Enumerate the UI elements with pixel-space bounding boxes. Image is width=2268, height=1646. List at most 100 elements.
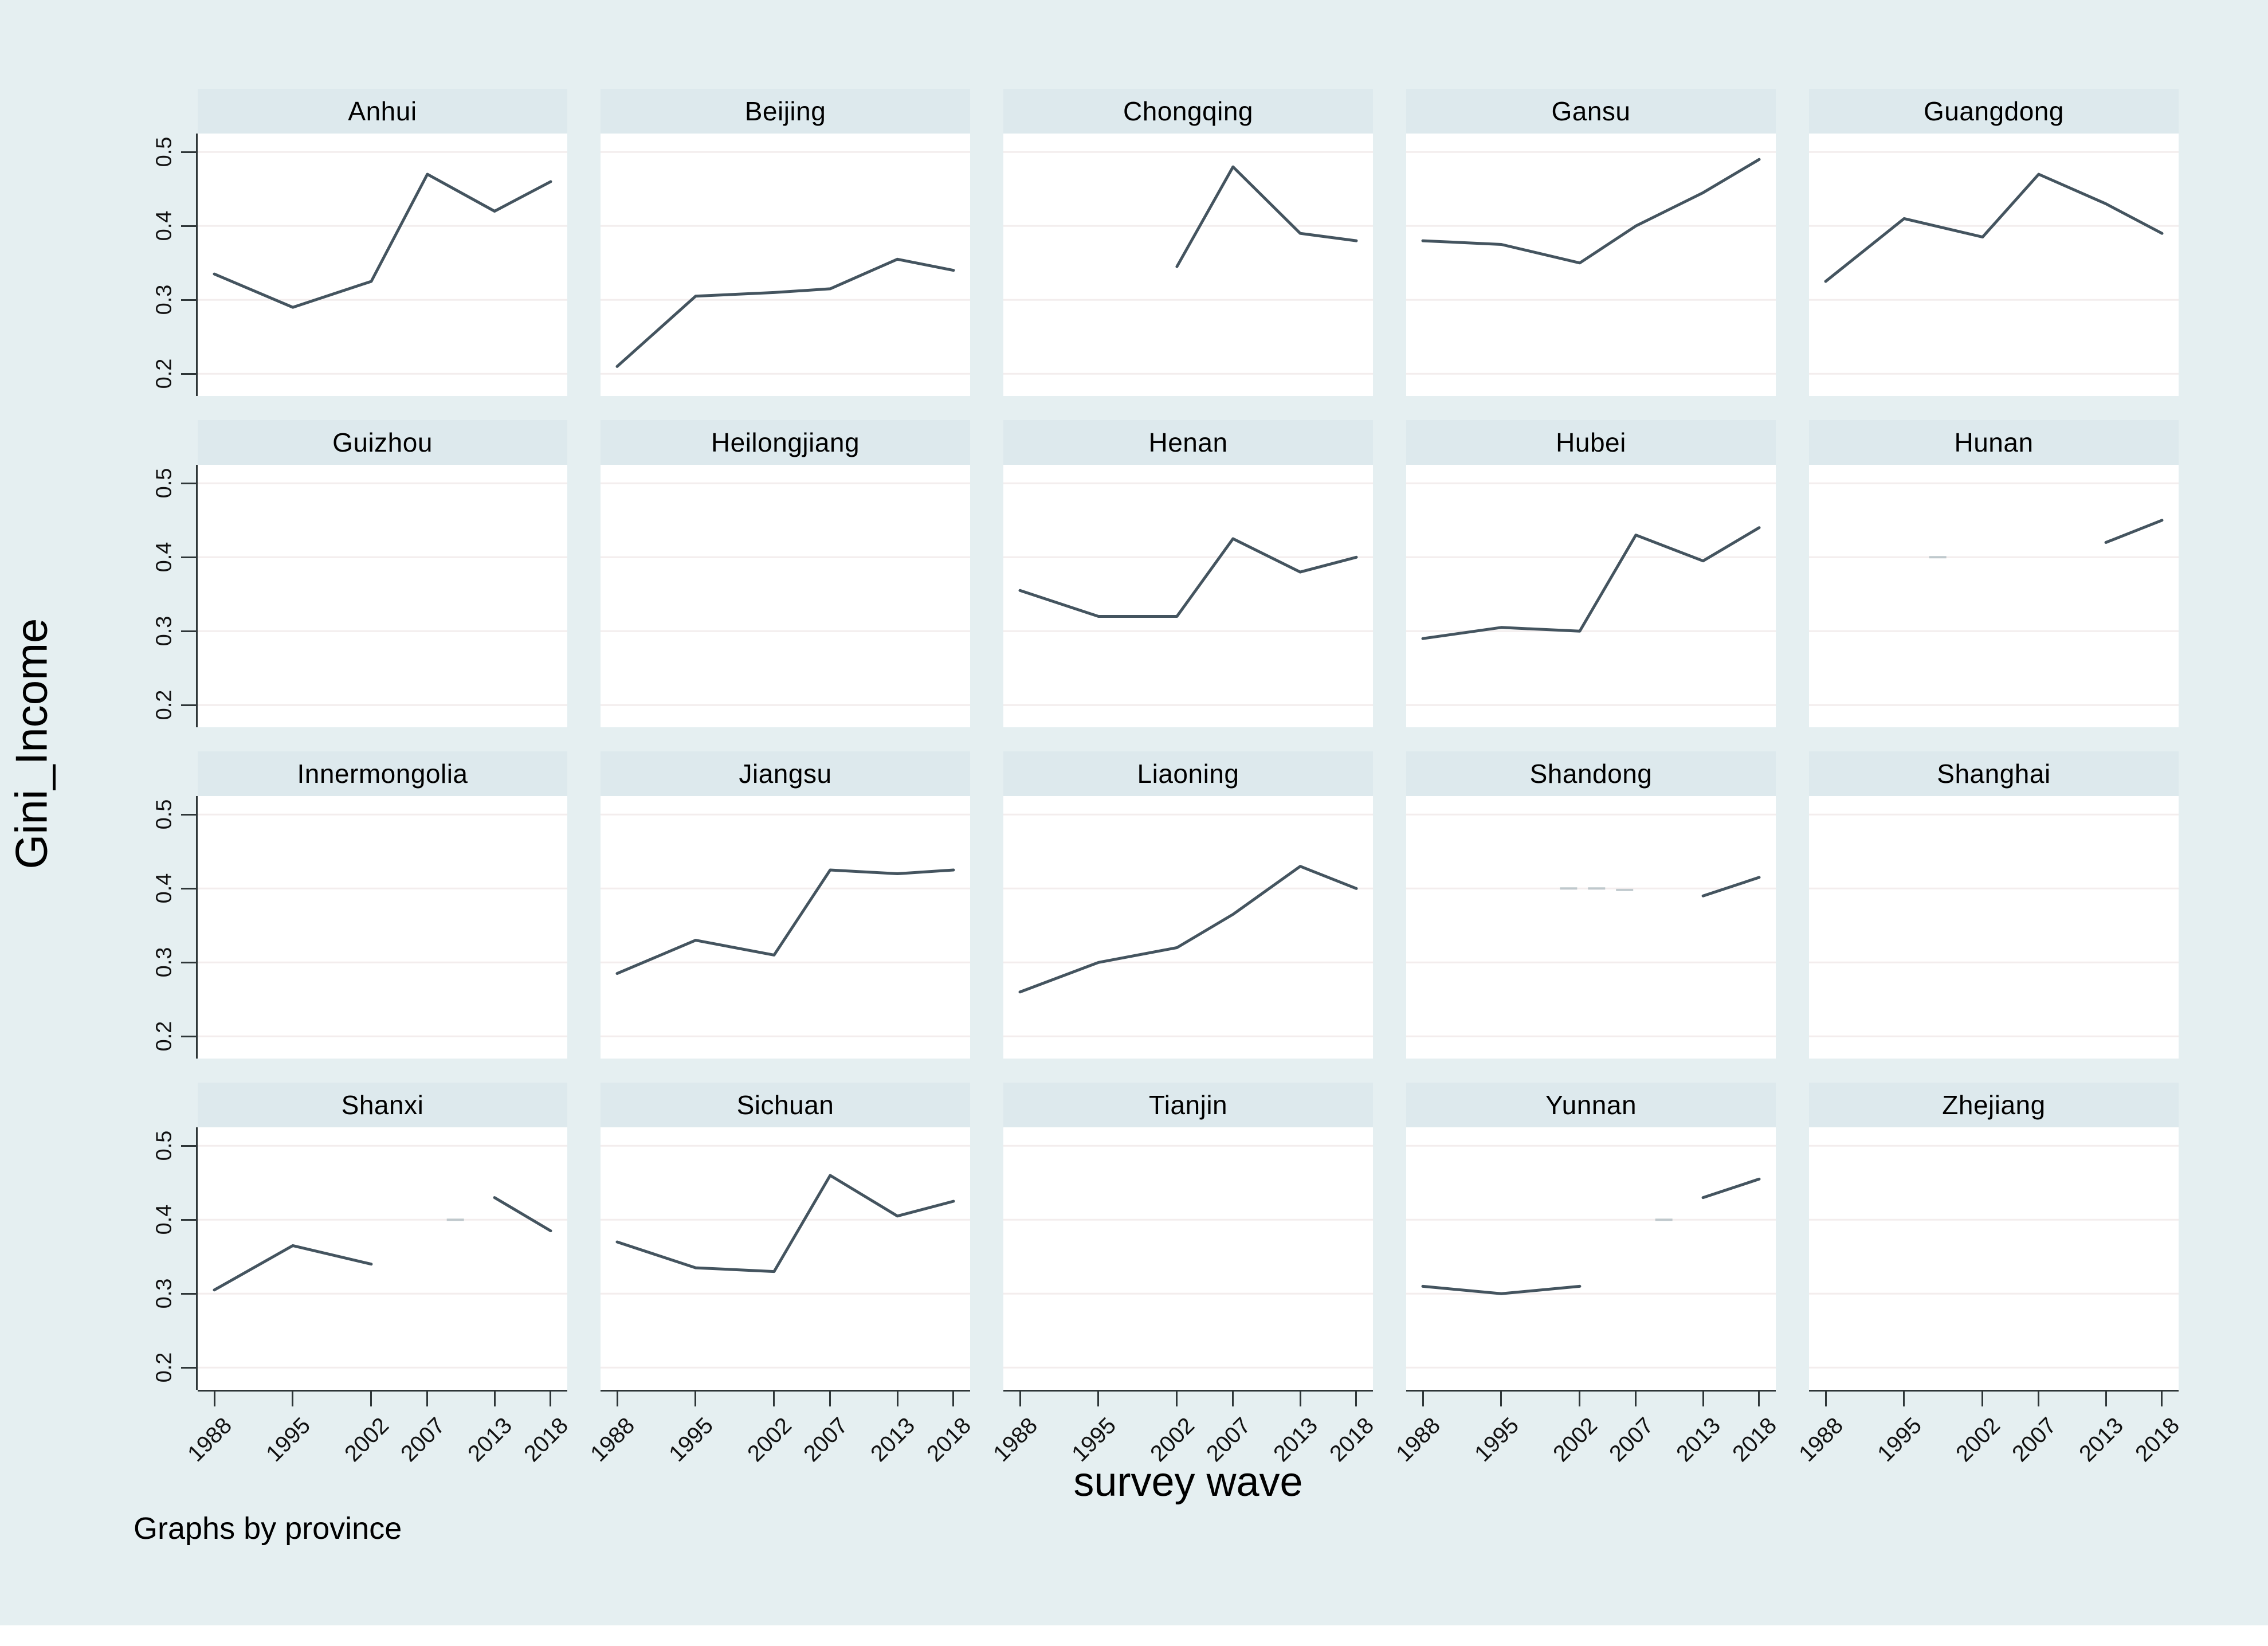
x-tick — [1232, 1392, 1234, 1406]
y-tick-label: 0.5 — [152, 799, 176, 830]
x-tick — [1579, 1392, 1581, 1406]
x-tick — [1097, 1392, 1100, 1406]
y-tick-label: 0.4 — [152, 873, 176, 904]
y-tick-label: 0.3 — [152, 284, 176, 315]
x-tick — [1981, 1392, 1984, 1406]
x-tick — [370, 1392, 372, 1406]
panel-header-yunnan: Yunnan — [1406, 1083, 1776, 1127]
y-tick — [181, 630, 196, 632]
series-line — [1824, 173, 2164, 283]
y-tick-label: 0.4 — [152, 542, 176, 573]
x-tick — [1355, 1392, 1357, 1406]
y-tick-label: 0.4 — [152, 1204, 176, 1235]
x-tick — [493, 1392, 496, 1406]
panel-title: Guizhou — [332, 428, 433, 457]
y-tick-label: 0.5 — [152, 1130, 176, 1161]
panel-title: Heilongjiang — [711, 428, 860, 457]
panel-header-sichuan: Sichuan — [601, 1083, 970, 1127]
series-line — [213, 1244, 373, 1292]
panel-header-guangdong: Guangdong — [1809, 89, 2179, 134]
y-tick-label: 0.5 — [152, 136, 176, 167]
plot-canvas — [601, 482, 970, 706]
y-tick-label: 0.2 — [152, 689, 176, 720]
x-tick — [829, 1392, 831, 1406]
plot-canvas — [1003, 482, 1373, 706]
y-axis-line — [196, 1127, 198, 1390]
x-tick — [1702, 1392, 1704, 1406]
plot-canvas — [1406, 151, 1776, 375]
series-line — [1421, 526, 1761, 640]
x-tick — [2038, 1392, 2040, 1406]
panel-title: Guangdong — [1924, 96, 2064, 126]
x-tick — [550, 1392, 552, 1406]
y-tick — [181, 1292, 196, 1295]
panel-plot-hunan — [1809, 465, 2179, 727]
bottom-margin-strip — [0, 1625, 2268, 1646]
plot-canvas — [198, 813, 567, 1037]
panel-header-jiangsu: Jiangsu — [601, 751, 970, 796]
panel-header-shandong: Shandong — [1406, 751, 1776, 796]
panel-header-tianjin: Tianjin — [1003, 1083, 1373, 1127]
y-axis-line — [196, 796, 198, 1059]
panel-header-shanxi: Shanxi — [198, 1083, 567, 1127]
y-tick-label: 0.3 — [152, 1278, 176, 1309]
panel-header-innermongolia: Innermongolia — [198, 751, 567, 796]
y-tick-label: 0.3 — [152, 947, 176, 978]
x-tick — [896, 1392, 898, 1406]
y-tick — [181, 373, 196, 375]
panel-plot-chongqing — [1003, 134, 1373, 396]
y-tick — [181, 225, 196, 227]
x-tick — [426, 1392, 429, 1406]
panel-plot-hubei — [1406, 465, 1776, 727]
panel-plot-innermongolia — [198, 796, 567, 1059]
plot-canvas — [198, 151, 567, 375]
panel-plot-tianjin — [1003, 1127, 1373, 1390]
series-line — [1701, 876, 1761, 898]
panel-header-beijing: Beijing — [601, 89, 970, 134]
plot-canvas — [198, 1145, 567, 1369]
panel-plot-guizhou — [198, 465, 567, 727]
x-tick — [1824, 1392, 1827, 1406]
panel-title: Hunan — [1954, 428, 2034, 457]
x-tick — [2161, 1392, 2163, 1406]
panel-header-heilongjiang: Heilongjiang — [601, 420, 970, 465]
x-tick — [1500, 1392, 1502, 1406]
panel-header-hunan: Hunan — [1809, 420, 2179, 465]
panel-plot-gansu — [1406, 134, 1776, 396]
panel-header-chongqing: Chongqing — [1003, 89, 1373, 134]
x-tick — [694, 1392, 697, 1406]
panel-plot-anhui — [198, 134, 567, 396]
x-tick — [773, 1392, 775, 1406]
y-tick — [181, 1218, 196, 1221]
panel-plot-zhejiang — [1809, 1127, 2179, 1390]
x-tick — [616, 1392, 618, 1406]
plot-canvas — [1809, 1145, 2179, 1369]
series-line — [213, 173, 552, 309]
plot-canvas — [1003, 813, 1373, 1037]
panel-title: Zhejiang — [1942, 1090, 2046, 1120]
panel-title: Henan — [1148, 428, 1228, 457]
x-axis-line — [1406, 1390, 1776, 1392]
y-tick-label: 0.2 — [152, 1021, 176, 1052]
panel-header-gansu: Gansu — [1406, 89, 1776, 134]
y-tick — [181, 961, 196, 963]
plot-canvas — [601, 1145, 970, 1369]
plot-canvas — [601, 151, 970, 375]
y-tick-label: 0.2 — [152, 358, 176, 389]
plot-canvas — [601, 813, 970, 1037]
x-axis-line — [601, 1390, 970, 1392]
panel-title: Innermongolia — [297, 759, 468, 789]
panel-title: Hubei — [1556, 428, 1626, 457]
y-tick — [181, 1366, 196, 1369]
y-axis-line — [196, 134, 198, 396]
caption-graphs-by: Graphs by province — [134, 1511, 402, 1546]
y-tick — [181, 1035, 196, 1037]
y-tick-label: 0.3 — [152, 616, 176, 646]
panel-header-anhui: Anhui — [198, 89, 567, 134]
plot-canvas — [1809, 813, 2179, 1037]
panel-title: Shandong — [1529, 759, 1653, 789]
y-tick-label: 0.5 — [152, 468, 176, 499]
panel-plot-heilongjiang — [601, 465, 970, 727]
panel-title: Sichuan — [736, 1090, 834, 1120]
panel-header-shanghai: Shanghai — [1809, 751, 2179, 796]
